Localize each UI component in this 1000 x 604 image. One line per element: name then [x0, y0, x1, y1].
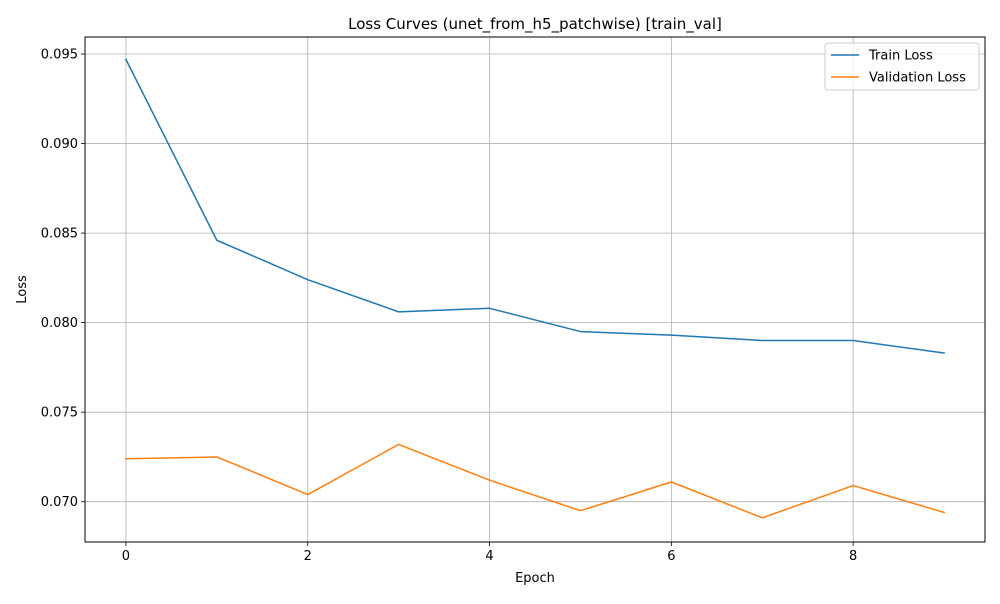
plot-frame	[84, 36, 986, 543]
series-lines	[124, 58, 946, 519]
y-tick-label: 0.070	[41, 495, 78, 510]
legend-box	[824, 42, 980, 91]
y-tick-label: 0.090	[41, 137, 78, 152]
legend: Train Loss Validation Loss	[824, 42, 980, 91]
y-tick-label: 0.080	[41, 316, 78, 331]
axis-ticks: 0 2 4 6 8 0.070 0.075 0.080 0.085 0.090 0.095	[41, 48, 858, 564]
legend-label-validation-loss: Validation Loss	[869, 71, 966, 86]
x-axis-label: Epoch	[515, 571, 555, 586]
x-tick-label: 8	[849, 549, 857, 564]
legend-label-train-loss: Train Loss	[868, 49, 933, 64]
y-tick-label: 0.085	[41, 227, 78, 242]
x-tick-label: 6	[667, 549, 675, 564]
x-tick-label: 4	[485, 549, 493, 564]
y-tick-label: 0.075	[41, 406, 78, 421]
x-tick-label: 0	[122, 549, 130, 564]
series-line-validation-loss	[125, 443, 946, 519]
chart-title: Loss Curves (unet_from_h5_patchwise) [tr…	[348, 15, 722, 34]
series-line-train-loss	[124, 58, 945, 354]
x-tick-label: 2	[304, 549, 312, 564]
y-tick-label: 0.095	[41, 48, 78, 63]
y-axis-label: Loss	[15, 275, 30, 304]
